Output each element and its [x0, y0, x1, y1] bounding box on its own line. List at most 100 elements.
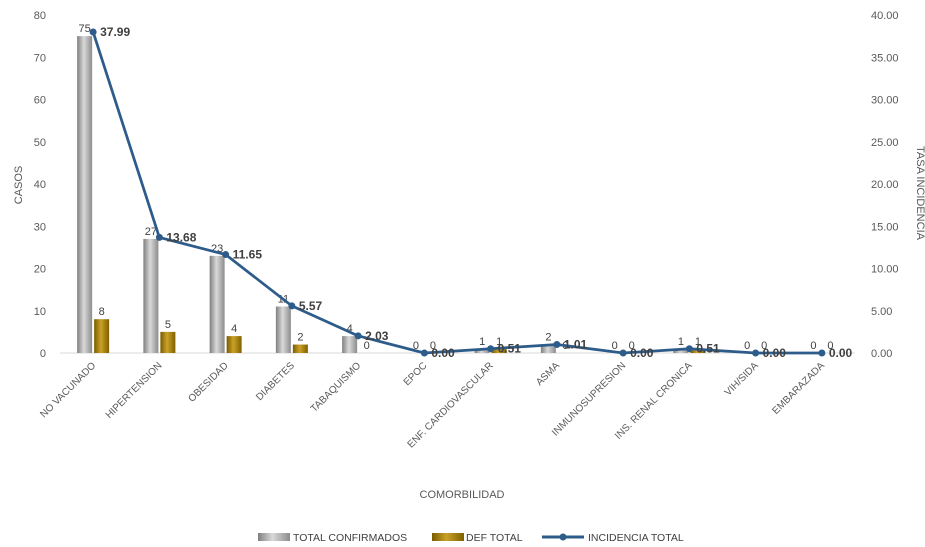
bar-total-confirmados-tabaquismo	[342, 336, 358, 353]
y2-tick-label: 35.00	[871, 52, 899, 64]
bar-label-def-total-vih-sida: 0	[761, 340, 767, 352]
bar-label-def-total-epoc: 0	[430, 340, 436, 352]
bar-label-total-confirmados-hipertension: 27	[145, 226, 157, 238]
legend-label-incidencia-total: INCIDENCIA TOTAL	[588, 532, 684, 544]
bar-def-total-enf-cardiovascular	[491, 348, 507, 353]
incidence-label-hipertension: 13.68	[166, 230, 196, 244]
y2-tick-label: 0.00	[871, 348, 892, 360]
y2-tick-label: 20.00	[871, 179, 899, 191]
bar-label-def-total-diabetes: 2	[297, 332, 303, 344]
incidence-point-enf-cardiovascular	[487, 345, 495, 353]
bar-label-def-total-no-vacunado: 8	[99, 306, 105, 318]
incidence-label-embarazada: 0.00	[829, 346, 853, 360]
y-tick-label: 40	[34, 179, 46, 191]
y2-tick-label: 30.00	[871, 95, 899, 107]
incidence-point-hipertension	[155, 233, 163, 241]
incidence-label-enf-cardiovascular: 0.51	[498, 342, 522, 356]
bar-label-def-total-hipertension: 5	[165, 319, 171, 331]
legend-label-total-confirmados: TOTAL CONFIRMADOS	[293, 532, 407, 544]
category-label-vih-sida: VIH/SIDA	[723, 360, 761, 398]
category-label-ins-renal-cronica: INS. RENAL CRONICA	[613, 360, 695, 442]
bar-label-def-total-enf-cardiovascular: 1	[496, 336, 502, 348]
bar-total-confirmados-asma	[540, 344, 556, 353]
x-axis-title: COMORBILIDAD	[420, 489, 505, 501]
incidence-label-inmunosupresion: 0.00	[630, 346, 654, 360]
incidence-label-epoc: 0.00	[431, 346, 455, 360]
category-label-epoc: EPOC	[402, 360, 430, 388]
bar-label-total-confirmados-embarazada: 0	[810, 340, 816, 352]
bar-label-def-total-obesidad: 4	[231, 323, 237, 335]
bar-label-total-confirmados-inmunosupresion: 0	[612, 340, 618, 352]
y-tick-label: 0	[40, 348, 46, 360]
bar-total-confirmados-diabetes	[275, 306, 291, 353]
bar-total-confirmados-enf-cardiovascular	[474, 348, 490, 353]
bar-label-total-confirmados-no-vacunado: 75	[79, 23, 91, 35]
y-tick-label: 50	[34, 137, 46, 149]
y2-tick-label: 15.00	[871, 221, 899, 233]
category-label-hipertension: HIPERTENSION	[104, 360, 165, 421]
bar-label-def-total-inmunosupresion: 0	[629, 340, 635, 352]
y-axis-title: CASOS	[13, 166, 25, 205]
incidence-point-diabetes	[288, 302, 296, 310]
bar-total-confirmados-hipertension	[143, 238, 159, 353]
y2-axis-title: TASA INCIDENCIA	[914, 146, 925, 241]
incidence-point-ins-renal-cronica	[685, 345, 693, 353]
y-axis-right-ticks: 0.00 5.00 10.00 15.00 20.00 25.00 30.00 35.00 40…	[871, 10, 899, 360]
y-tick-label: 70	[34, 52, 46, 64]
category-label-obesidad: OBESIDAD	[186, 360, 230, 404]
incidence-label-tabaquismo: 2.03	[365, 329, 389, 343]
y-tick-label: 10	[34, 306, 46, 318]
legend-swatch-def-total	[432, 533, 464, 541]
y2-tick-label: 40.00	[871, 10, 899, 22]
incidence-line-path	[91, 31, 822, 355]
bar-label-total-confirmados-enf-cardiovascular: 1	[479, 336, 485, 348]
y-axis-left-ticks: 0 10 20 30 40 50 60 70 80	[34, 10, 46, 360]
bar-def-total-obesidad	[226, 336, 242, 353]
incidence-point-tabaquismo	[354, 332, 362, 340]
incidence-label-ins-renal-cronica: 0.51	[696, 342, 720, 356]
bar-label-total-confirmados-ins-renal-cronica: 1	[678, 336, 684, 348]
category-label-embarazada: EMBARAZADA	[770, 360, 827, 417]
incidence-label-obesidad: 11.65	[233, 248, 263, 262]
bar-label-total-confirmados-epoc: 0	[413, 340, 419, 352]
bar-label-def-total-tabaquismo: 0	[364, 340, 370, 352]
incidence-label-vih-sida: 0.00	[763, 346, 787, 360]
y-tick-label: 20	[34, 264, 46, 276]
category-labels: NO VACUNADO HIPERTENSION OBESIDAD DIABETES T…	[38, 360, 827, 450]
y-tick-label: 60	[34, 95, 46, 107]
incidence-point-asma	[553, 340, 561, 348]
bar-label-total-confirmados-asma: 2	[545, 332, 551, 344]
bar-total-confirmados-obesidad	[209, 255, 225, 353]
incidence-point-vih-sida	[752, 349, 760, 357]
bar-label-def-total-ins-renal-cronica: 1	[695, 336, 701, 348]
category-label-diabetes: DIABETES	[254, 360, 297, 403]
y-tick-label: 30	[34, 221, 46, 233]
category-label-asma: ASMA	[534, 360, 562, 388]
incidence-line	[89, 28, 826, 357]
incidence-point-obesidad	[222, 251, 230, 259]
bar-label-total-confirmados-vih-sida: 0	[744, 340, 750, 352]
bar-total-confirmados-ins-renal-cronica	[673, 348, 689, 353]
bars	[77, 36, 706, 353]
y2-tick-label: 10.00	[871, 264, 899, 276]
y-tick-label: 80	[34, 10, 46, 22]
bar-total-confirmados-no-vacunado	[77, 36, 93, 353]
bar-def-total-no-vacunado	[94, 319, 110, 353]
y2-tick-label: 5.00	[871, 306, 892, 318]
incidence-point-epoc	[420, 349, 428, 357]
legend-swatch-incidencia-marker	[559, 533, 567, 541]
incidence-label-asma: 1.01	[564, 337, 588, 351]
legend-swatch-total-confirmados	[258, 533, 290, 541]
incidence-label-diabetes: 5.57	[299, 299, 323, 313]
incidence-label-no-vacunado: 37.99	[100, 25, 130, 39]
bar-def-total-diabetes	[292, 344, 308, 353]
bar-def-total-ins-renal-cronica	[690, 348, 706, 353]
category-label-inmunosupresion: INMUNOSUPRESION	[550, 360, 628, 438]
incidence-point-inmunosupresion	[619, 349, 627, 357]
category-label-no-vacunado: NO VACUNADO	[38, 360, 98, 420]
incidence-point-no-vacunado	[89, 28, 97, 36]
legend: TOTAL CONFIRMADOS DEF TOTAL INCIDENCIA T…	[258, 532, 684, 544]
